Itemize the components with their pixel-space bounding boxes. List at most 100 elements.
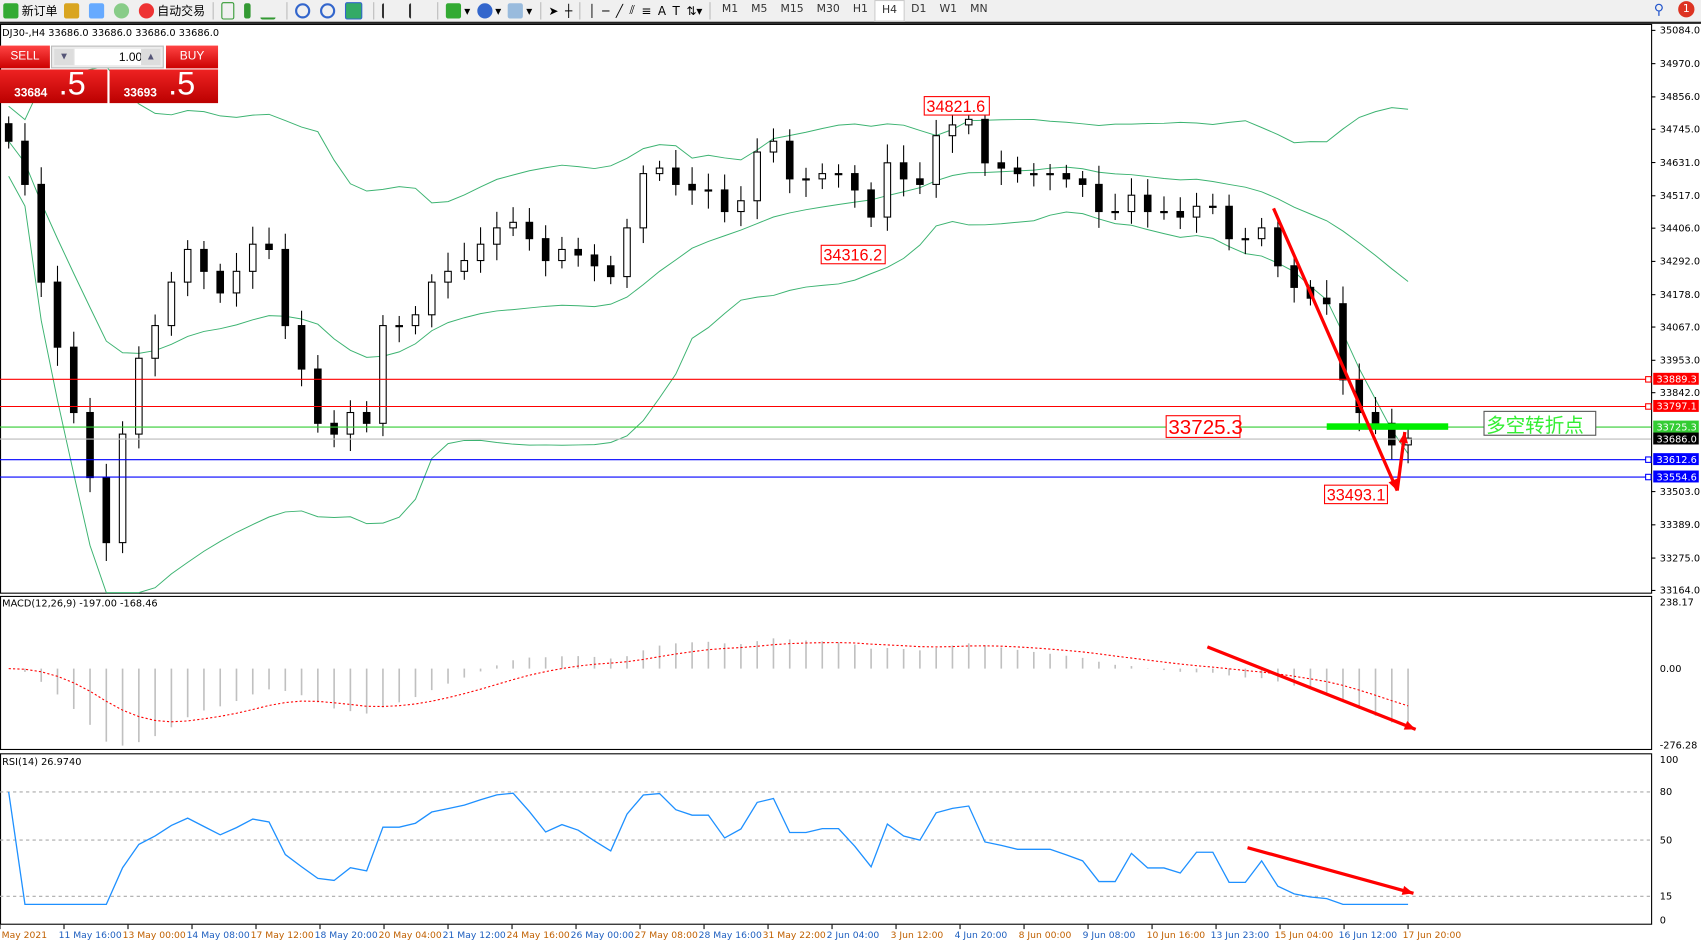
candle (720, 174, 729, 223)
indicators-icon (445, 3, 462, 19)
buy-button[interactable]: BUY (165, 45, 219, 69)
text-icon: A (657, 3, 667, 18)
macd-signal-line (8, 642, 1409, 723)
sell-price[interactable]: 33684 .5 (0, 66, 108, 104)
toolbar: 新订单 自动交易 ▾ ▾ ▾ ➤ ┼ │ ─ ╱ ⫽ ≡ A T ⇅ ▾ M1 M5… (0, 0, 1701, 24)
candle-body (867, 189, 875, 218)
candle-body (1290, 265, 1298, 288)
time-axis-label: 13 Jun 23:00 (1211, 930, 1270, 941)
zoom-in-button[interactable] (292, 1, 317, 21)
candlestick-button[interactable] (241, 1, 257, 21)
indicators-button[interactable]: ▾ (443, 1, 474, 21)
timeframe-m30[interactable]: M30 (816, 3, 840, 16)
search-icon[interactable]: ⚲ (1653, 2, 1665, 19)
price-axis-label: 34406.0 (1660, 223, 1700, 234)
candle-body (460, 260, 469, 272)
timeframe-m15[interactable]: M15 (780, 3, 804, 16)
bollinger-lower (8, 176, 1409, 594)
time-axis-label: 31 May 22:00 (763, 930, 826, 941)
chart-shift-button[interactable] (406, 1, 433, 21)
candle (1030, 163, 1038, 187)
timeframe-w1[interactable]: W1 (939, 3, 958, 16)
candle (248, 226, 257, 289)
timeframe-h1[interactable]: H1 (852, 3, 868, 16)
time-axis-label: 4 Jun 20:00 (955, 930, 1008, 941)
candle-body (167, 281, 176, 327)
candle-body (883, 162, 892, 218)
price-tag-label: 33686.0 (1656, 434, 1696, 445)
crosshair-button[interactable]: ┼ (562, 1, 576, 21)
candle (932, 119, 940, 198)
autoscroll-icon (381, 3, 399, 19)
price-line-handle (1645, 403, 1652, 410)
price-tag (1653, 470, 1699, 483)
candle-body (525, 221, 534, 240)
separator (539, 2, 541, 20)
tile-windows-button[interactable] (342, 1, 369, 21)
lot-size-input[interactable] (74, 48, 145, 66)
candle-body (1176, 210, 1185, 218)
macd-axis-label: 0.00 (1660, 664, 1682, 675)
separator (437, 2, 439, 20)
candle (427, 274, 436, 328)
lot-decrease-button[interactable]: ▼ (54, 48, 74, 66)
price-axis-label: 33842.0 (1660, 388, 1700, 399)
bar-chart-button[interactable] (218, 1, 241, 21)
candle (216, 263, 225, 303)
horizontal-line-button[interactable]: ─ (599, 1, 613, 21)
bar-chart-icon (221, 2, 235, 20)
candle-body (444, 270, 452, 283)
candle-body (541, 238, 550, 262)
candle (53, 265, 62, 366)
cursor-button[interactable]: ➤ (545, 1, 562, 21)
text-label-button[interactable]: T (669, 1, 683, 21)
equidistant-channel-button[interactable]: ⫽ (626, 1, 638, 21)
candle-body (753, 151, 761, 202)
candle (948, 110, 957, 153)
timeframe-mn[interactable]: MN (970, 3, 988, 16)
trendline-button[interactable]: ╱ (613, 1, 627, 21)
time-axis-label: 15 Jun 04:00 (1275, 930, 1334, 941)
candle (183, 240, 192, 297)
candle (997, 150, 1006, 185)
arrows-button[interactable]: ⇅ ▾ (686, 3, 703, 18)
auto-trading-button[interactable]: 自动交易 (136, 1, 209, 21)
line-chart-button[interactable] (257, 1, 282, 21)
equidistant-channel-icon: ⫽ (629, 3, 635, 18)
navigator-button[interactable] (86, 1, 111, 21)
candle (102, 463, 111, 561)
candle (753, 138, 761, 220)
new-order-button[interactable]: 新订单 (0, 1, 61, 21)
rsi-divergence-arrow (1247, 846, 1414, 895)
candle-body (37, 183, 46, 283)
autoscroll-button[interactable] (379, 1, 406, 21)
buy-price[interactable]: 33693 .5 (109, 66, 219, 104)
timeframe-d1[interactable]: D1 (911, 3, 927, 16)
candle (118, 421, 127, 554)
templates-button[interactable]: ▾ (504, 1, 535, 21)
signals-icon (113, 3, 130, 19)
fibonacci-icon: ≡ (641, 3, 652, 18)
timeframe-h4[interactable]: H4 (874, 0, 905, 22)
candle (737, 186, 745, 227)
notification-icon[interactable]: 1 (1678, 1, 1695, 18)
candle (704, 173, 713, 209)
price-tag-label: 33797.1 (1656, 402, 1696, 413)
signals-button[interactable] (111, 1, 136, 21)
timeframe-m5[interactable]: M5 (751, 3, 768, 16)
zoom-out-button[interactable] (317, 1, 342, 21)
market-watch-button[interactable] (61, 1, 86, 21)
sell-button[interactable]: SELL (0, 45, 50, 69)
text-button[interactable]: A (655, 1, 670, 21)
periods-button[interactable]: ▾ (474, 1, 505, 21)
candle (297, 310, 306, 387)
timeframe-m1[interactable]: M1 (721, 3, 739, 16)
fibonacci-button[interactable]: ≡ (638, 1, 655, 21)
lot-increase-button[interactable]: ▲ (141, 48, 161, 66)
new-order-icon (3, 3, 19, 19)
separator (709, 2, 712, 20)
price-tag-label: 33554.6 (1656, 472, 1696, 483)
time-axis-label: 11 May 16:00 (59, 930, 122, 941)
vertical-line-button[interactable]: │ (585, 1, 599, 21)
